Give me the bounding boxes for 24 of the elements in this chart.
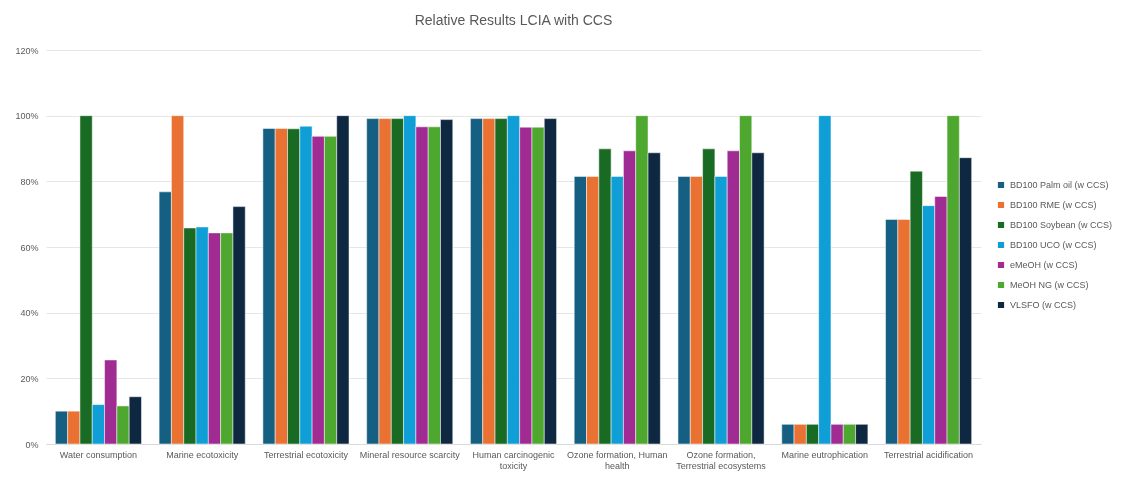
y-tick-label: 40% [20,308,39,319]
legend-label: BD100 Soybean (w CCS) [1010,220,1113,230]
y-tick-label: 60% [20,242,39,253]
legend-label: BD100 Palm oil (w CCS) [1010,180,1109,190]
y-tick-label: 0% [25,439,39,450]
chart-title: Relative Results LCIA with CCS [414,12,613,28]
y-tick-label: 80% [20,176,39,187]
legend-label: MeOH NG (w CCS) [1010,280,1089,290]
y-tick-label: 100% [15,111,39,122]
legend-label: BD100 RME (w CCS) [1010,200,1097,210]
legend-label: VLSFO (w CCS) [1010,300,1077,310]
y-tick-label: 20% [20,373,39,384]
legend-label: BD100 UCO (w CCS) [1010,240,1097,250]
x-tick-label: Human carcinogenic toxicity [472,449,556,471]
x-tick-label: Ozone formation, Human health [567,449,668,471]
y-tick-label: 120% [15,45,39,56]
x-tick-label: Terrestrial acidification [884,449,974,460]
legend-label: eMeOH (w CCS) [1010,260,1078,270]
x-tick-label: Terrestrial ecotoxicity [263,449,349,460]
x-tick-label: Ozone formation, Terrestrial ecosystems [676,449,767,471]
x-tick-label: Mineral resource scarcity [359,449,461,460]
x-tick-label: Marine eutrophication [781,449,869,460]
x-tick-label: Marine ecotoxicity [166,449,239,460]
x-tick-label: Water consumption [59,449,138,460]
